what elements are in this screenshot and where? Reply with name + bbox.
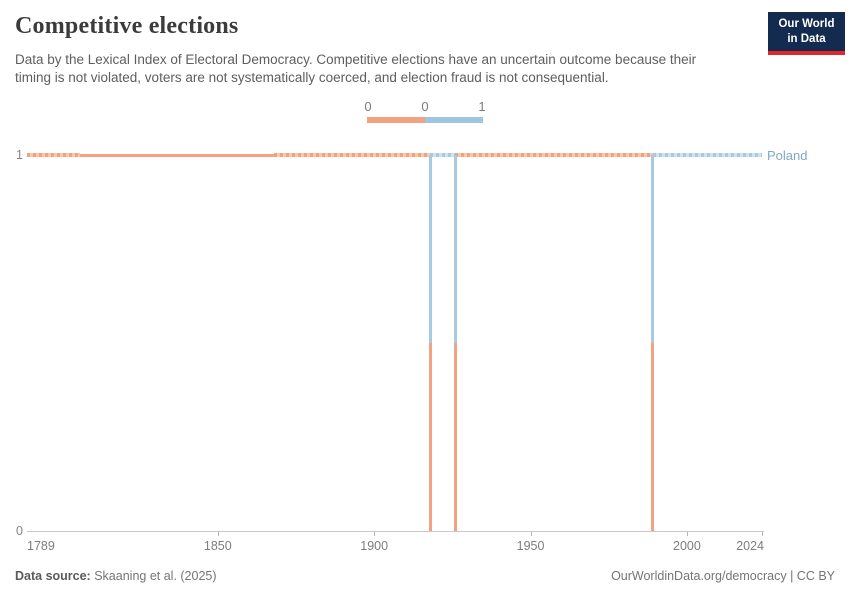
- series-segment-horizontal[interactable]: [80, 153, 275, 157]
- series-segment-vertical[interactable]: [453, 155, 457, 531]
- page-title: Competitive elections: [15, 13, 239, 39]
- series-segment-horizontal[interactable]: [27, 153, 81, 157]
- series-segment-horizontal[interactable]: [430, 153, 456, 157]
- legend-label-zero-left: 0: [364, 99, 372, 114]
- series-segment-vertical[interactable]: [428, 155, 432, 531]
- x-tick-label: 2024: [736, 539, 764, 553]
- credit-link[interactable]: OurWorldinData.org/democracy | CC BY: [611, 569, 835, 583]
- legend-label-zero-mid: 0: [421, 99, 429, 114]
- owid-logo[interactable]: Our World in Data: [768, 12, 845, 55]
- x-tick-mark: [762, 532, 763, 536]
- series-segment-horizontal[interactable]: [274, 153, 431, 157]
- series-segment-vertical[interactable]: [651, 155, 655, 531]
- series-segment-horizontal[interactable]: [455, 153, 653, 157]
- data-source-note: Data source: Skaaning et al. (2025): [15, 569, 217, 583]
- legend-swatch-value-0[interactable]: [367, 117, 425, 123]
- entity-label: Poland: [767, 148, 808, 163]
- x-tick-label: 2000: [673, 539, 701, 553]
- x-tick-label: 1789: [27, 539, 55, 553]
- x-tick-label: 1850: [203, 539, 232, 553]
- legend-label-one: 1: [478, 99, 486, 114]
- x-tick-mark: [217, 532, 219, 536]
- x-tick-mark: [686, 532, 688, 536]
- x-tick-label: 1950: [516, 539, 545, 553]
- x-tick-label: 1900: [360, 539, 389, 553]
- owid-logo-line2: in Data: [787, 32, 826, 45]
- legend-swatch-value-1[interactable]: [425, 117, 483, 123]
- x-axis-line: [27, 531, 764, 532]
- y-tick-label: 0: [16, 524, 23, 538]
- owid-logo-line1: Our World: [778, 18, 835, 30]
- series-segment-horizontal[interactable]: [652, 153, 762, 157]
- x-tick-mark: [530, 532, 532, 536]
- data-source-value: Skaaning et al. (2025): [94, 569, 217, 583]
- chart-subtitle: Data by the Lexical Index of Electoral D…: [15, 52, 697, 85]
- x-tick-mark: [374, 532, 376, 536]
- data-source-label: Data source:: [15, 569, 91, 583]
- y-tick-label: 1: [16, 148, 23, 162]
